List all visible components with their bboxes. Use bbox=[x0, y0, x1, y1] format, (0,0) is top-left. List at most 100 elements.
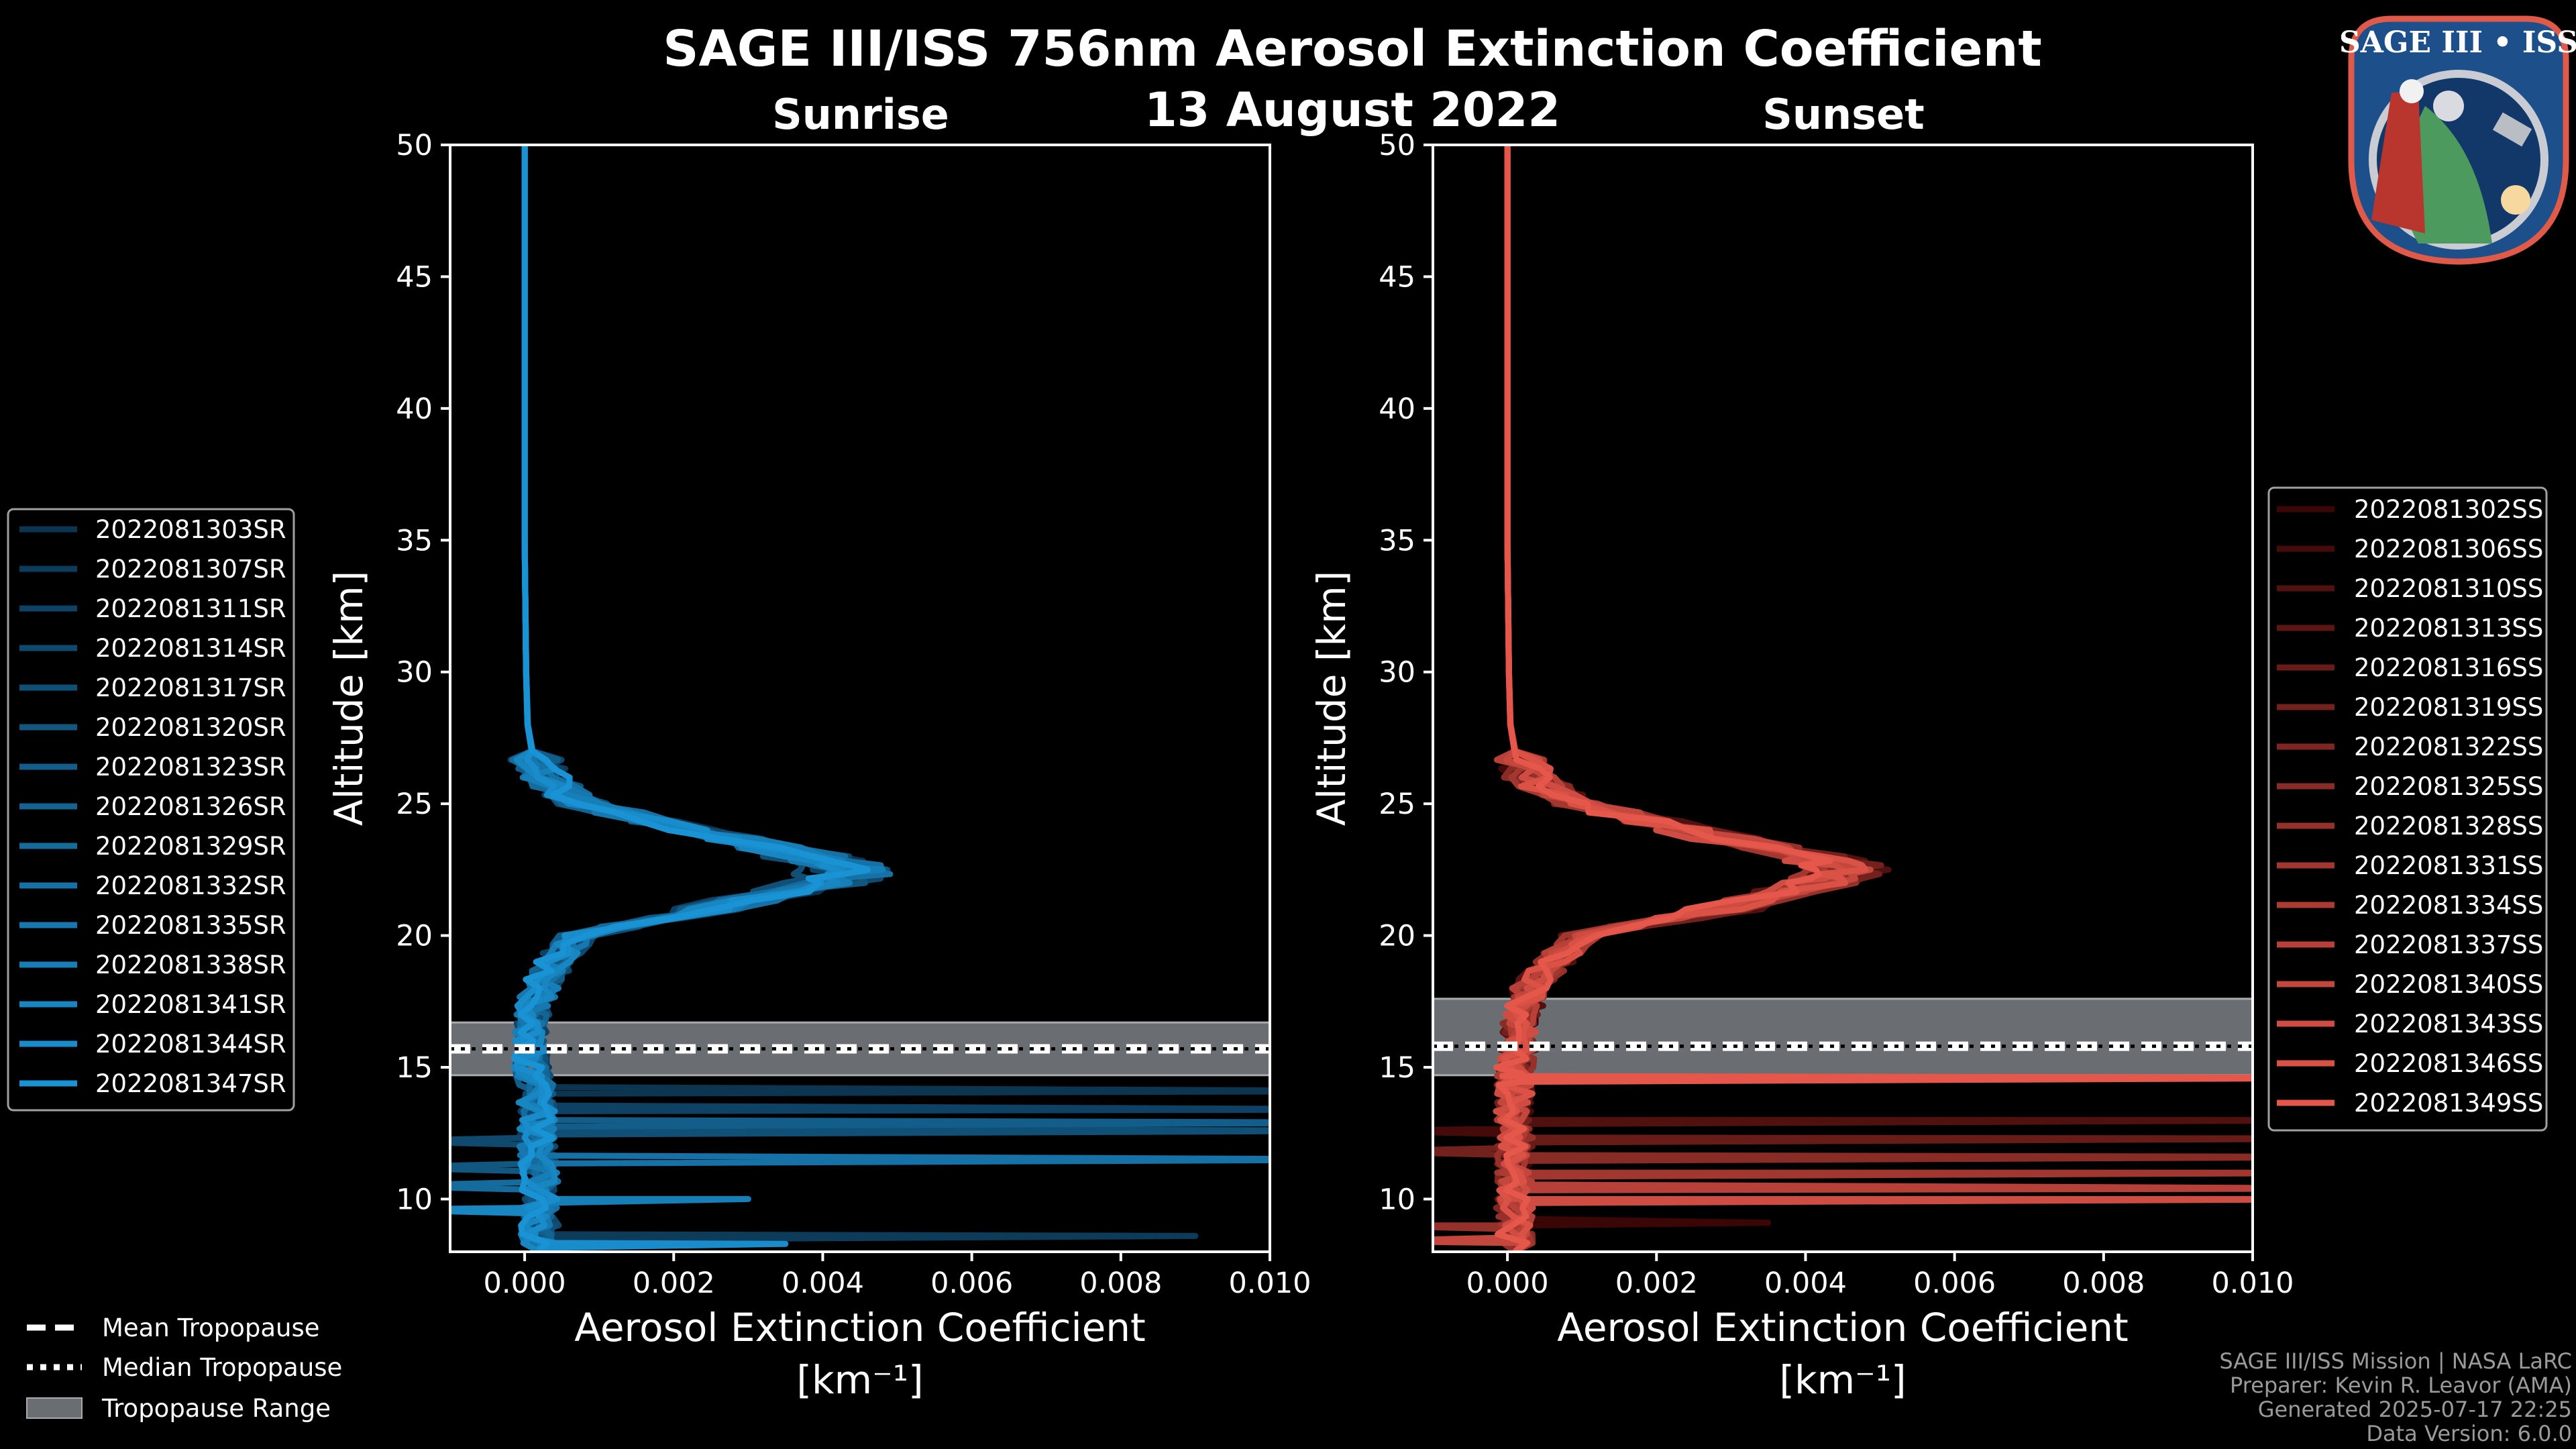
sunrise-axes: 0.000 0.002 0.004 0.006 0.008 0.010 10 15 20 25 30… bbox=[326, 129, 1311, 1403]
legend-label: 2022081326SR bbox=[95, 792, 286, 821]
y-axis-label: Altitude [km] bbox=[326, 571, 372, 826]
tropopause-legend: Mean Tropopause Median Tropopause Tropop… bbox=[26, 1313, 342, 1423]
profile-line-2022081302SS bbox=[1494, 145, 1867, 1252]
profile-line-2022081346SS bbox=[1496, 145, 1869, 1252]
legend-label: 2022081335SR bbox=[95, 911, 286, 940]
logo-title: SAGE III • ISS bbox=[2339, 25, 2576, 60]
logo-sage-head bbox=[2400, 79, 2424, 103]
median-tropopause-label: Median Tropopause bbox=[102, 1353, 342, 1382]
legend-item: 2022081317SR bbox=[19, 674, 286, 702]
legend-label: 2022081319SS bbox=[2354, 693, 2543, 722]
legend-label: 2022081329SR bbox=[95, 832, 286, 861]
legend-label: 2022081337SS bbox=[2354, 930, 2543, 959]
legend-item: 2022081326SR bbox=[19, 792, 286, 821]
legend-item: 2022081337SS bbox=[2277, 930, 2543, 959]
legend-item: 2022081311SR bbox=[19, 594, 286, 623]
y-tick-label: 25 bbox=[1379, 788, 1415, 821]
profile-line-2022081310SS bbox=[1494, 145, 2253, 1252]
x-tick-label: 0.004 bbox=[782, 1267, 864, 1300]
legend-item: 2022081302SS bbox=[2277, 495, 2543, 524]
footer-preparer: Preparer: Kevin R. Leavor (AMA) bbox=[2230, 1373, 2572, 1398]
profile-line-2022081337SS bbox=[1493, 145, 2253, 1252]
profile-lines bbox=[450, 145, 1270, 1252]
footer-credits: SAGE III/ISS Mission | NASA LaRC Prepare… bbox=[2219, 1348, 2572, 1446]
profile-lines bbox=[1433, 145, 2253, 1252]
y-tick-label: 50 bbox=[396, 129, 433, 162]
profile-line-2022081334SS bbox=[1493, 145, 1839, 1252]
legend-label: 2022081334SS bbox=[2354, 891, 2543, 920]
legend-label: 2022081320SR bbox=[95, 713, 286, 742]
logo-earth bbox=[2403, 106, 2492, 244]
mean-tropopause-label: Mean Tropopause bbox=[102, 1313, 320, 1342]
legend-item: 2022081316SS bbox=[2277, 653, 2543, 682]
legend-label: 2022081316SS bbox=[2354, 653, 2543, 682]
legend-label: 2022081306SS bbox=[2354, 535, 2543, 564]
legend-item: 2022081320SR bbox=[19, 713, 286, 742]
x-axis-unit: [km⁻¹] bbox=[1779, 1357, 1906, 1403]
legend-item: 2022081340SS bbox=[2277, 970, 2543, 999]
y-tick-label: 30 bbox=[1379, 656, 1415, 690]
profile-line-2022081322SS bbox=[1493, 145, 1849, 1252]
profile-line-2022081343SS bbox=[1493, 145, 2253, 1252]
y-tick-label: 40 bbox=[396, 392, 433, 426]
x-tick-label: 0.008 bbox=[2062, 1267, 2145, 1300]
legend-label: 2022081344SR bbox=[95, 1030, 286, 1059]
legend-label: 2022081325SS bbox=[2354, 772, 2543, 801]
tropopause-range-band bbox=[1432, 998, 2254, 1077]
legend-label: 2022081322SS bbox=[2354, 733, 2543, 761]
legend-label: 2022081332SR bbox=[95, 871, 286, 900]
legend-label: 2022081338SR bbox=[95, 951, 286, 979]
legend-label: 2022081331SS bbox=[2354, 851, 2543, 880]
legend-label: 2022081307SR bbox=[95, 555, 286, 584]
y-tick-label: 20 bbox=[396, 920, 433, 953]
x-tick-label: 0.010 bbox=[2211, 1267, 2294, 1300]
legend-label: 2022081346SS bbox=[2354, 1049, 2543, 1078]
profile-line-2022081325SS bbox=[1493, 145, 2253, 1252]
logo-sun bbox=[2501, 185, 2530, 215]
legend-item: 2022081322SS bbox=[2277, 733, 2543, 761]
y-tick-label: 10 bbox=[396, 1183, 433, 1216]
legend-item: 2022081338SR bbox=[19, 951, 286, 979]
legend-label: 2022081347SR bbox=[95, 1069, 286, 1098]
y-tick-label: 45 bbox=[1379, 260, 1415, 294]
footer-generated: Generated 2025-07-17 22:25 bbox=[2258, 1397, 2572, 1422]
sunset-axes: 0.000 0.002 0.004 0.006 0.008 0.010 10 15 20 25 30… bbox=[1309, 129, 2294, 1403]
legend-item: 2022081323SR bbox=[19, 753, 286, 782]
y-tick-label: 20 bbox=[1379, 920, 1415, 953]
profile-line-2022081340SS bbox=[1433, 145, 1874, 1252]
x-tick-label: 0.000 bbox=[484, 1267, 566, 1300]
tropopause-range-swatch bbox=[26, 1397, 83, 1419]
profile-line-2022081349SS bbox=[1493, 145, 2253, 1252]
legend-item: 2022081303SR bbox=[19, 515, 286, 544]
legend-item: 2022081310SS bbox=[2277, 574, 2543, 603]
series-legend: 2022081302SS 2022081306SS 2022081310SS 2022… bbox=[2267, 486, 2548, 1132]
y-axis-label: Altitude [km] bbox=[1309, 571, 1354, 826]
legend-item: 2022081332SR bbox=[19, 871, 286, 900]
profile-line-2022081306SS bbox=[1433, 145, 1847, 1252]
profile-line-2022081303SR bbox=[508, 145, 1270, 1252]
legend-frame bbox=[2267, 486, 2548, 1132]
legend-label: 2022081314SR bbox=[95, 634, 286, 663]
legend-item: 2022081328SS bbox=[2277, 812, 2543, 841]
y-tick-label: 10 bbox=[1379, 1183, 1415, 1216]
y-tick-label: 45 bbox=[396, 260, 433, 294]
y-tick-label: 40 bbox=[1379, 392, 1415, 426]
x-tick-label: 0.008 bbox=[1079, 1267, 1162, 1300]
legend-label: 2022081313SS bbox=[2354, 614, 2543, 643]
x-tick-label: 0.002 bbox=[1615, 1267, 1698, 1300]
legend-item: 2022081329SR bbox=[19, 832, 286, 861]
profile-line-2022081316SS bbox=[1493, 145, 2253, 1252]
legend-item: 2022081335SR bbox=[19, 911, 286, 940]
legend-label: 2022081323SR bbox=[95, 753, 286, 782]
x-tick-label: 0.002 bbox=[633, 1267, 715, 1300]
x-tick-label: 0.000 bbox=[1466, 1267, 1549, 1300]
x-tick-label: 0.006 bbox=[930, 1267, 1013, 1300]
legend-label: 2022081343SS bbox=[2354, 1010, 2543, 1038]
logo-sage-figure bbox=[2371, 93, 2425, 233]
footer-version: Data Version: 6.0.0 bbox=[2366, 1421, 2572, 1446]
legend-item: 2022081346SS bbox=[2277, 1049, 2543, 1078]
legend-item: 2022081347SR bbox=[19, 1069, 286, 1098]
axes-frame bbox=[449, 144, 1271, 1253]
legend-label: 2022081341SR bbox=[95, 990, 286, 1019]
legend-item: 2022081341SR bbox=[19, 990, 286, 1019]
